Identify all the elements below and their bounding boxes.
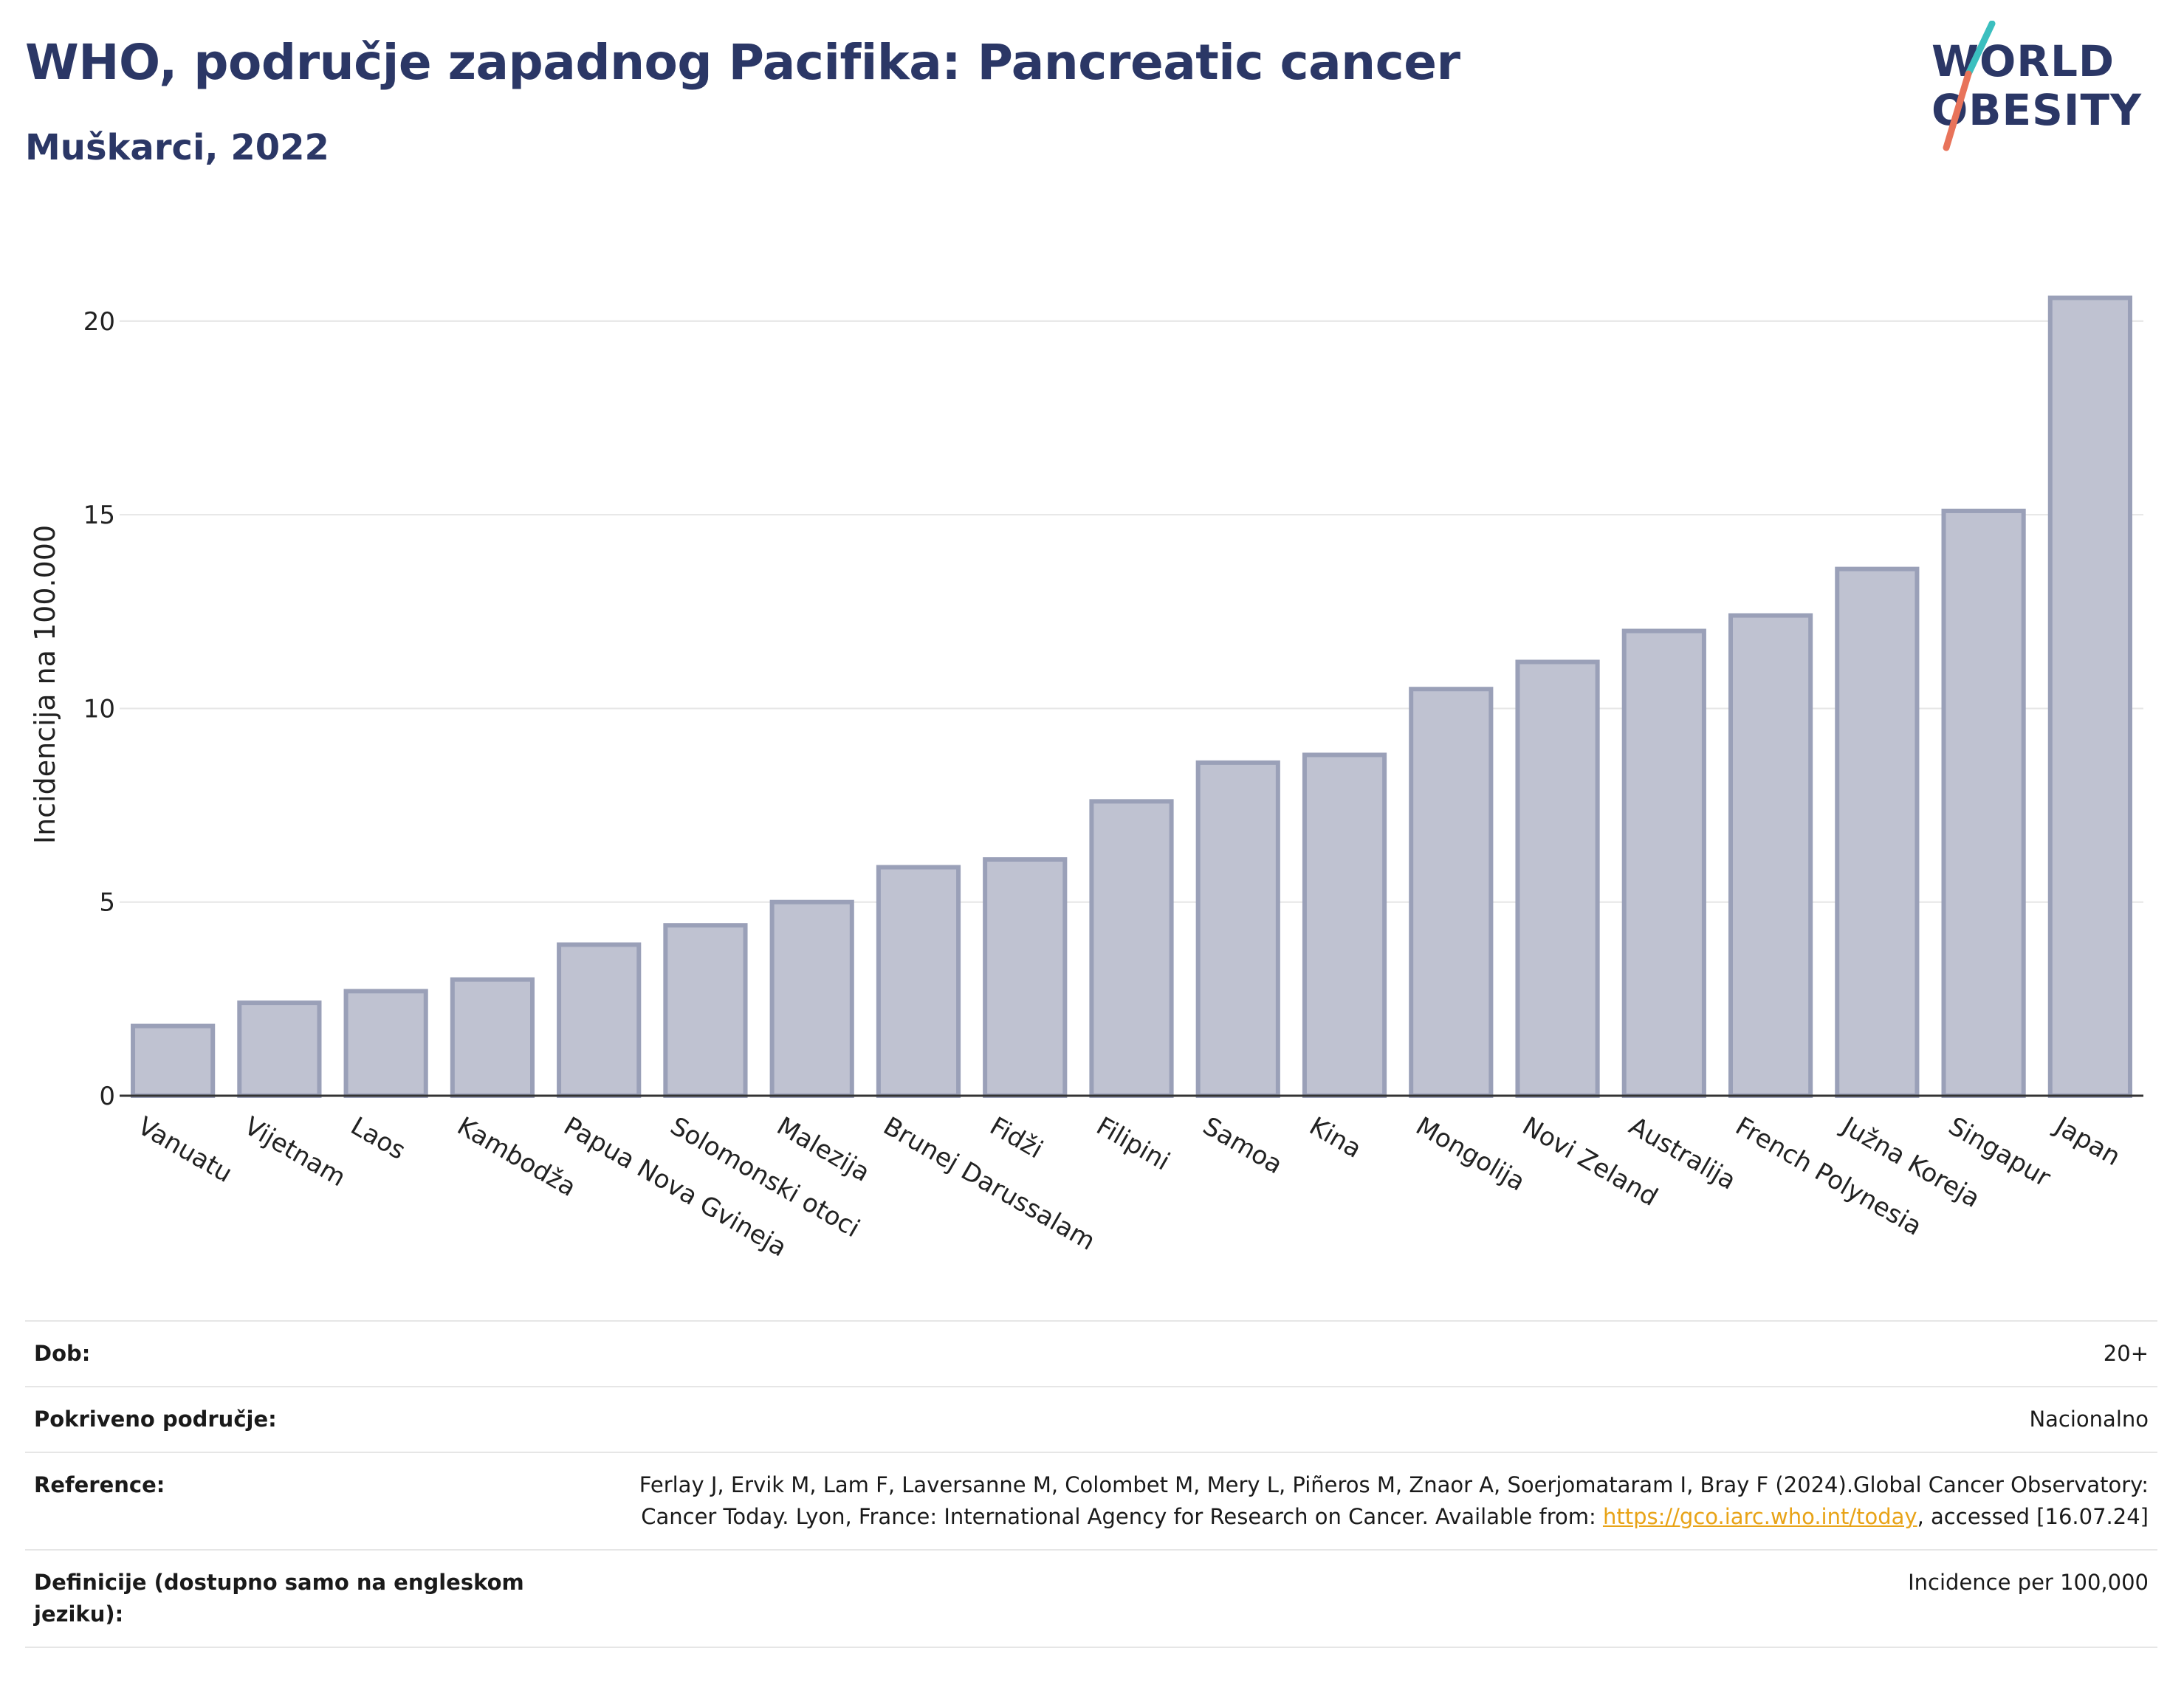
bar-samoa bbox=[1195, 760, 1280, 1099]
logo-line-2: OBESITY bbox=[1931, 85, 2143, 135]
meta-row-reference: Reference: Ferlay J, Ervik M, Lam F, Lav… bbox=[25, 1452, 2157, 1550]
bar-fid-i bbox=[983, 857, 1068, 1098]
bar-australija bbox=[1621, 628, 1706, 1098]
meta-value-age: 20+ bbox=[2103, 1341, 2149, 1366]
logo-line-1: WORLD bbox=[1931, 36, 2115, 86]
world-obesity-logo: WORLD OBESITY bbox=[1920, 21, 2171, 161]
bar-singapur bbox=[1941, 508, 2026, 1099]
y-axis-label: Incidencija na 100.000 bbox=[29, 525, 61, 844]
bar-vijetnam bbox=[237, 1000, 322, 1099]
x-tick-label: Kina bbox=[1305, 1111, 1367, 1164]
x-tick-label: Samoa bbox=[1198, 1111, 1287, 1180]
logo-slash-icon bbox=[1943, 21, 1996, 151]
x-tick-label: Japan bbox=[2049, 1110, 2126, 1172]
x-tick-label: Vijetnam bbox=[239, 1111, 351, 1192]
x-tick-label: French Polynesia bbox=[1731, 1111, 1927, 1242]
x-tick-label: Filipini bbox=[1091, 1111, 1175, 1176]
meta-value-reference: Ferlay J, Ervik M, Lam F, Laversanne M, … bbox=[560, 1452, 2157, 1550]
meta-label-age: Dob: bbox=[34, 1341, 91, 1366]
bar-malezija bbox=[769, 899, 854, 1099]
y-tick-label: 5 bbox=[99, 888, 115, 918]
reference-link[interactable]: https://gco.iarc.who.int/today bbox=[1602, 1504, 1917, 1529]
x-tick-label: Vanuatu bbox=[133, 1111, 237, 1189]
bar-mongolija bbox=[1409, 687, 1494, 1098]
x-tick-label: Kambodža bbox=[452, 1111, 580, 1203]
meta-row-coverage: Pokriveno područje: Nacionalno bbox=[25, 1387, 2157, 1452]
meta-label-definitions: Definicije (dostupno samo na engleskom j… bbox=[34, 1570, 524, 1627]
reference-accessed: , accessed [16.07.24] bbox=[1917, 1504, 2149, 1529]
bar-japan bbox=[2047, 295, 2132, 1098]
chart-subtitle: Muškarci, 2022 bbox=[25, 127, 329, 168]
bar-ju-na-koreja bbox=[1835, 566, 1920, 1099]
meta-row-age: Dob: 20+ bbox=[25, 1321, 2157, 1387]
y-tick-label: 15 bbox=[83, 501, 115, 530]
meta-row-definitions: Definicije (dostupno samo na engleskom j… bbox=[25, 1550, 2157, 1647]
bar-vanuatu bbox=[131, 1023, 216, 1098]
bar-french-polynesia bbox=[1728, 613, 1813, 1098]
reference-text: Ferlay J, Ervik M, Lam F, Laversanne M, … bbox=[639, 1472, 2149, 1529]
bar-novi-zeland bbox=[1515, 659, 1600, 1098]
y-tick-label: 10 bbox=[83, 694, 115, 724]
x-tick-label: Mongolija bbox=[1411, 1111, 1530, 1197]
y-tick-label: 0 bbox=[99, 1082, 115, 1111]
x-tick-label: Fidži bbox=[985, 1111, 1048, 1164]
x-tick-label: Laos bbox=[346, 1111, 411, 1166]
bar-brunej-darussalam bbox=[876, 865, 961, 1098]
meta-value-coverage: Nacionalno bbox=[2029, 1407, 2149, 1432]
y-tick-labels: 0 5 10 15 20 bbox=[83, 307, 115, 1111]
bar-papua-nova-gvineja bbox=[557, 942, 642, 1098]
y-tick-label: 20 bbox=[83, 307, 115, 337]
meta-value-definitions: Incidence per 100,000 bbox=[1908, 1570, 2149, 1595]
bar-kambod-a bbox=[450, 977, 535, 1098]
metadata-table: Dob: 20+ Pokriveno područje: Nacionalno … bbox=[25, 1320, 2157, 1648]
bars bbox=[131, 295, 2132, 1099]
meta-label-reference: Reference: bbox=[34, 1472, 165, 1497]
bar-filipini bbox=[1089, 799, 1174, 1098]
meta-label-coverage: Pokriveno područje: bbox=[34, 1407, 277, 1432]
chart-title: WHO, područje zapadnog Pacifika: Pancrea… bbox=[25, 34, 1460, 91]
bar-kina bbox=[1302, 752, 1387, 1099]
bar-solomonski-otoci bbox=[663, 923, 748, 1099]
bar-laos bbox=[343, 989, 428, 1098]
